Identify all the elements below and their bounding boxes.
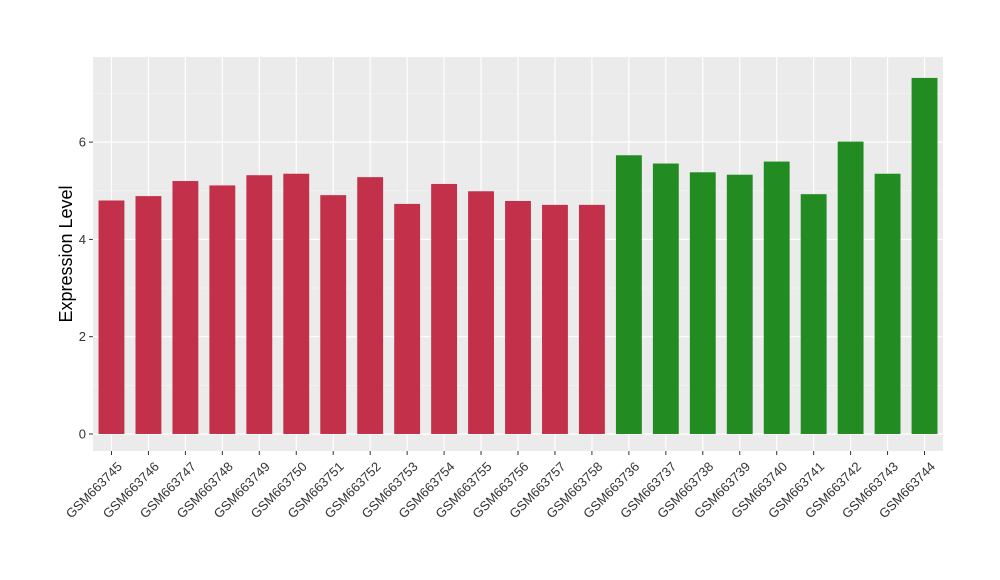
x-axis: GSM663745GSM663746GSM663747GSM663748GSM6…: [63, 451, 938, 521]
bar-GSM663737: [652, 163, 679, 434]
y-tick-label: 6: [79, 135, 86, 150]
bar-GSM663747: [172, 181, 199, 434]
bar-GSM663741: [800, 194, 827, 434]
bar-GSM663736: [615, 155, 642, 434]
bar-GSM663738: [689, 172, 716, 434]
bar-GSM663753: [394, 203, 421, 434]
bar-GSM663740: [763, 161, 790, 434]
y-axis-title: Expression Level: [56, 185, 76, 322]
bar-GSM663751: [320, 195, 347, 434]
y-axis: 0 2 4 6: [79, 135, 93, 441]
bar-GSM663743: [874, 173, 901, 434]
bar-GSM663754: [431, 183, 458, 434]
bar-GSM663750: [283, 173, 310, 434]
bar-GSM663739: [726, 174, 753, 434]
bar-GSM663757: [542, 204, 568, 434]
bar-GSM663742: [837, 141, 864, 434]
y-tick-label: 4: [79, 232, 86, 247]
bar-GSM663746: [135, 196, 162, 434]
bar-GSM663752: [357, 177, 384, 434]
bars: [98, 77, 938, 434]
y-tick-label: 0: [79, 426, 86, 441]
bar-GSM663748: [209, 185, 236, 434]
bar-GSM663745: [98, 200, 125, 434]
y-tick-label: 2: [79, 329, 86, 344]
bar-GSM663755: [468, 191, 494, 434]
bar-GSM663749: [246, 175, 273, 434]
bar-GSM663744: [911, 77, 938, 434]
bar-GSM663756: [505, 200, 531, 434]
bar-GSM663758: [578, 204, 605, 434]
